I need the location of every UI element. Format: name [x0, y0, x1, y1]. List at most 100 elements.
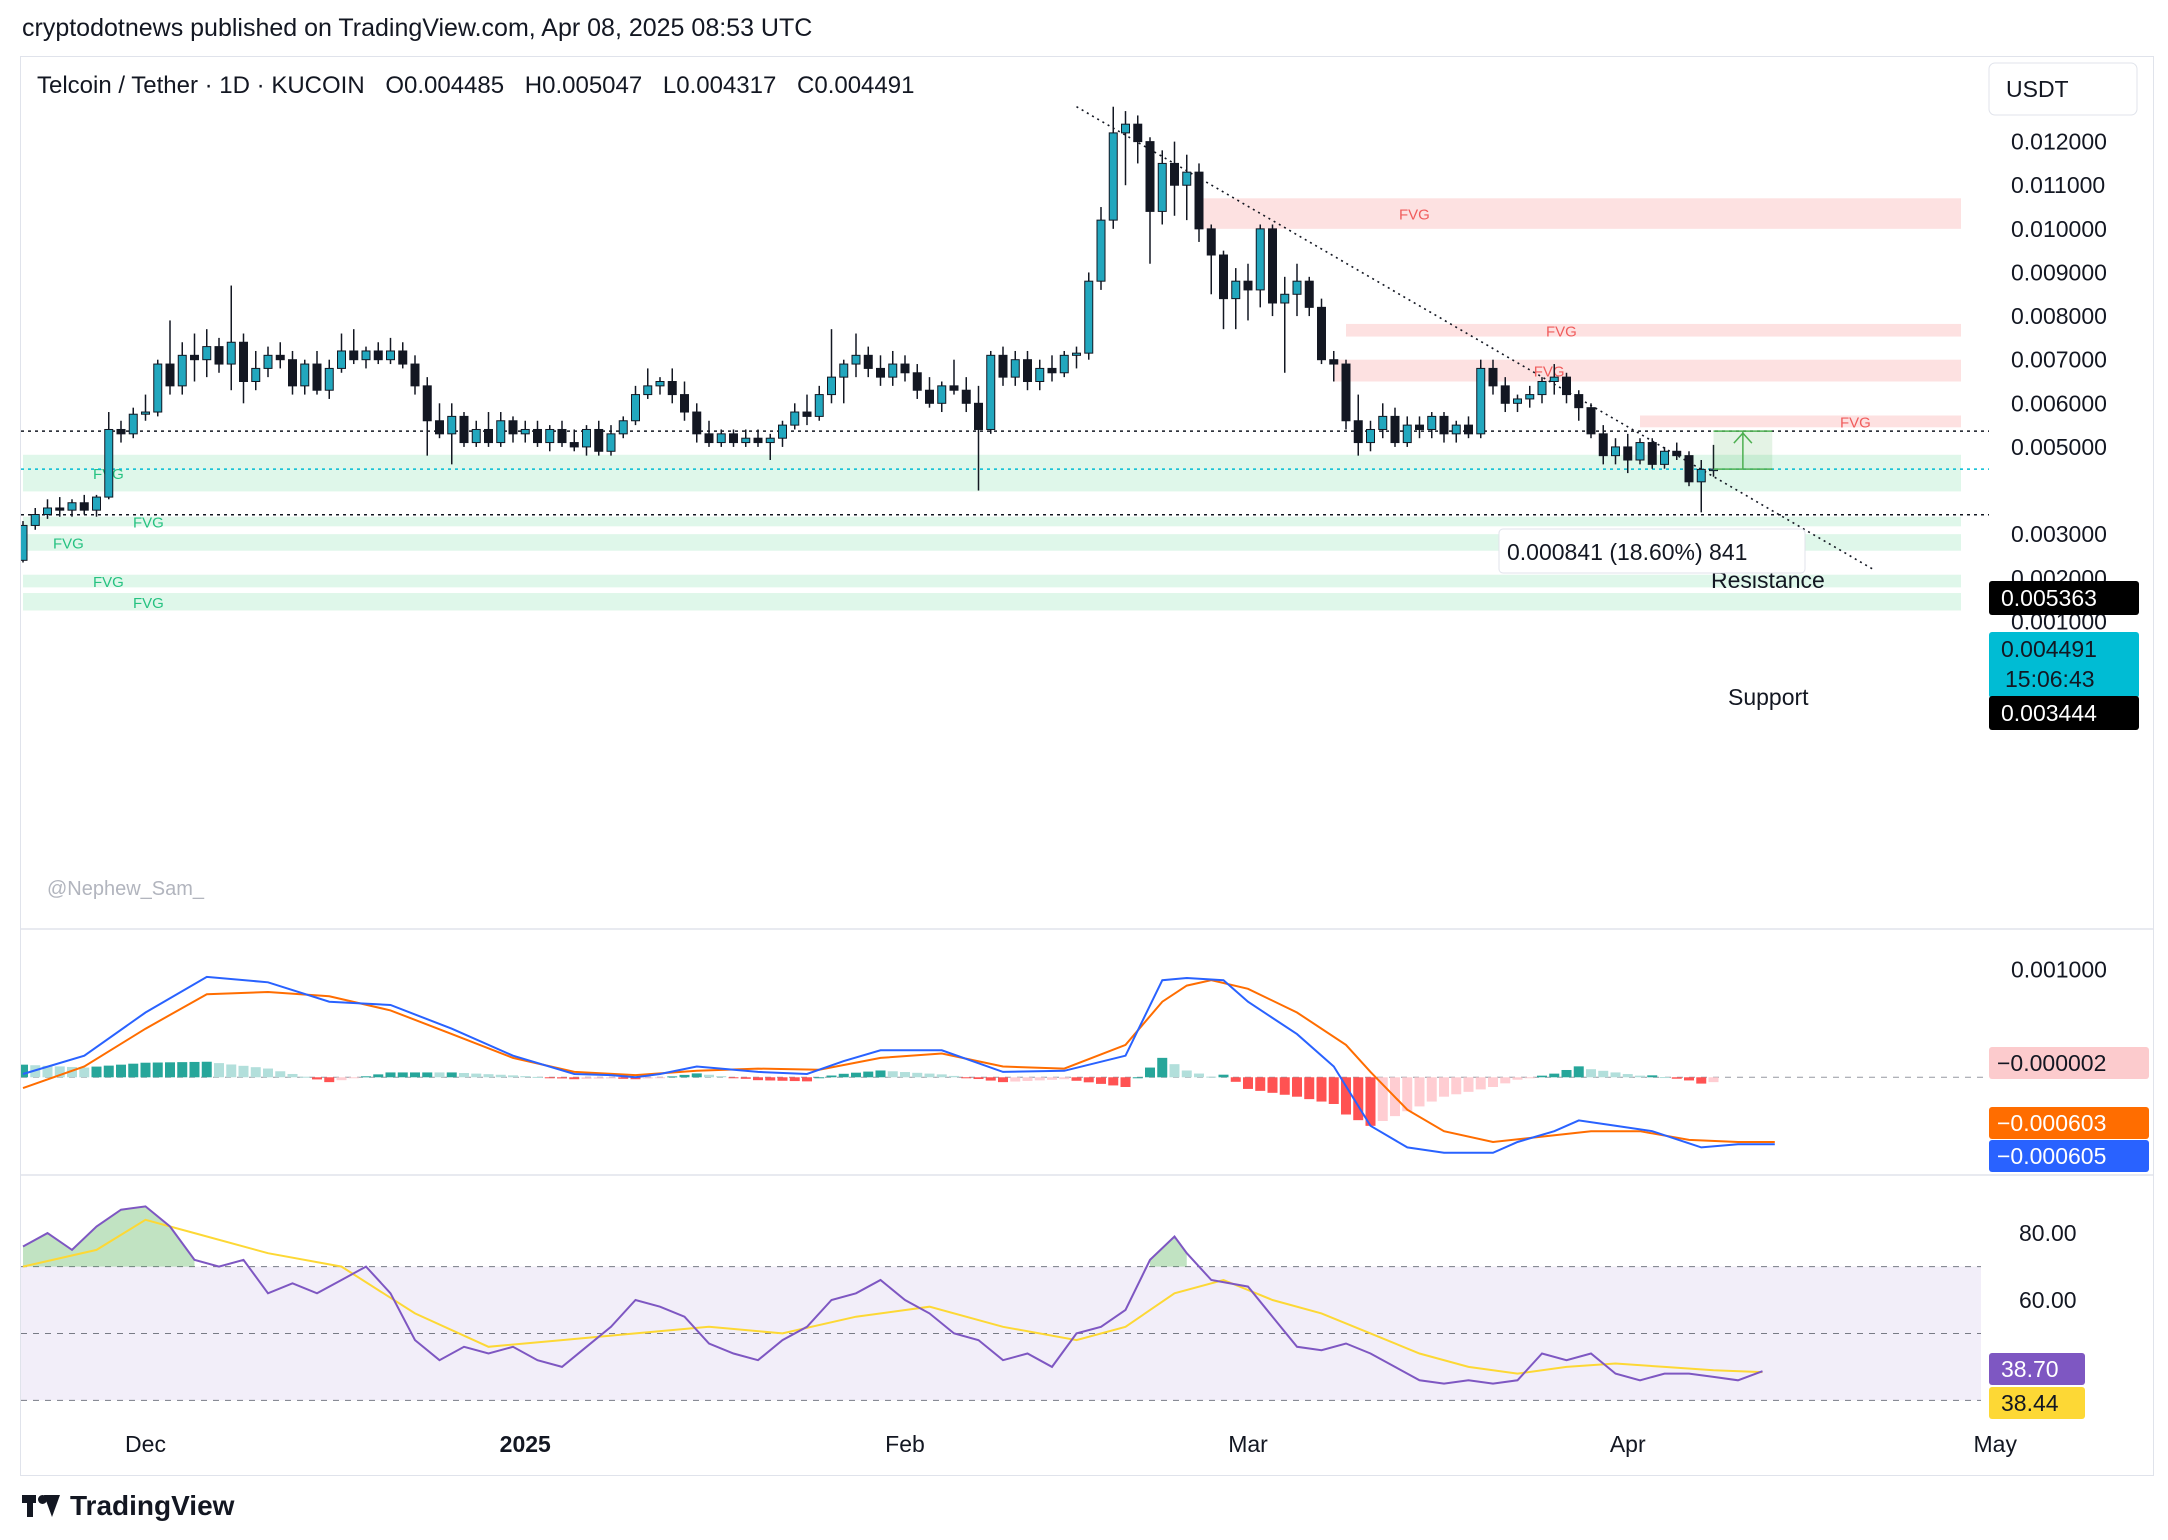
- macd-hist-bar-90: [1120, 1077, 1131, 1087]
- candle-body-128: [1586, 407, 1596, 435]
- candle-body-79: [986, 354, 996, 430]
- macd-hist-bar-16: [214, 1063, 224, 1078]
- price-tick-8: 0.005000: [2011, 434, 2107, 460]
- last-price-label: [1989, 632, 2139, 698]
- macd-hist-bar-68: [851, 1072, 861, 1078]
- watermark: @Nephew_Sam_: [47, 878, 205, 900]
- rsi-ma-label: [1989, 1387, 2085, 1419]
- candle-body-101: [1255, 228, 1265, 291]
- macd-axis-tick: 0.001000: [2011, 956, 2107, 982]
- candle-body-3: [55, 507, 65, 511]
- candle-body-130: [1611, 446, 1620, 457]
- candle-body-113: [1402, 424, 1412, 444]
- candle-body-18: [239, 341, 248, 382]
- price-tick-2: 0.011000: [2011, 172, 2105, 198]
- candle-body-88: [1096, 219, 1106, 282]
- macd-hist-bar-133: [1647, 1075, 1658, 1078]
- candle-body-66: [827, 376, 836, 396]
- legend-open: O0.004485: [385, 72, 504, 99]
- candle-body-83: [1035, 367, 1045, 382]
- candle-body-38: [484, 428, 493, 444]
- price-tick-1: 0.012000: [2011, 129, 2107, 155]
- candle-body-36: [459, 415, 469, 444]
- candle-body-33: [422, 385, 432, 422]
- macd-signal-text: −0.000603: [1997, 1110, 2106, 1136]
- candle-body-127: [1574, 394, 1584, 409]
- macd-hist-bar-42: [532, 1076, 543, 1078]
- macd-hist-bar-54: [679, 1074, 690, 1078]
- macd-hist-bar-8: [116, 1064, 126, 1078]
- candle-body-90: [1121, 123, 1130, 134]
- candle-body-68: [851, 354, 861, 365]
- macd-hist-bar-93: [1157, 1057, 1168, 1078]
- macd-hist-bar-35: [446, 1072, 457, 1078]
- macd-hist-bar-65: [814, 1077, 825, 1079]
- macd-hist-text: −0.000002: [1997, 1050, 2106, 1076]
- legend-low: L0.004317: [663, 72, 776, 99]
- chart[interactable]: FVGFVGFVGFVGFVGFVGFVGFVGFVG 0.001000 80.…: [21, 57, 2153, 1475]
- measure-box: [1498, 528, 1806, 574]
- macd-hist-bar-130: [1610, 1072, 1621, 1078]
- macd-hist-bar-40: [508, 1075, 518, 1078]
- macd-hist-bar-114: [1414, 1077, 1425, 1107]
- macd-hist-bar-28: [361, 1076, 371, 1078]
- macd-hist-bar-98: [1218, 1074, 1229, 1078]
- chart-frame: FVGFVGFVGFVGFVGFVGFVGFVGFVG 0.001000 80.…: [20, 56, 2154, 1476]
- macd-hist-bar-41: [520, 1076, 531, 1078]
- candle-body-9: [128, 413, 138, 435]
- candle-body-86: [1072, 352, 1081, 356]
- fvg-zone-6: [23, 534, 1961, 551]
- candle-body-12: [165, 363, 175, 387]
- fvg-label-7: FVG: [93, 574, 124, 591]
- time-tick-4: Apr: [1610, 1431, 1646, 1457]
- candle-body-70: [876, 367, 885, 378]
- candle-body-94: [1170, 162, 1179, 186]
- macd-hist-bar-134: [1659, 1077, 1670, 1079]
- rsi-axis-tick-1: 60.00: [2019, 1287, 2077, 1313]
- candle-body-53: [667, 381, 677, 396]
- macd-hist-bar-105: [1304, 1077, 1315, 1100]
- candle-body-48: [606, 433, 616, 452]
- macd-hist-bar-75: [936, 1074, 947, 1078]
- currency-button[interactable]: [1988, 62, 2138, 116]
- macd-hist-bar-25: [324, 1077, 335, 1083]
- rsi-value-label: [1989, 1353, 2085, 1385]
- macd-hist-bar-89: [1108, 1077, 1119, 1086]
- candle-body-89: [1108, 132, 1118, 221]
- candle-body-11: [153, 363, 163, 413]
- macd-hist-bar-107: [1328, 1077, 1339, 1104]
- candle-body-102: [1268, 228, 1277, 304]
- macd-hist-bar-53: [667, 1076, 678, 1078]
- macd-hist-bar-23: [299, 1076, 310, 1078]
- candle-body-46: [582, 428, 591, 448]
- macd-hist-bar-113: [1402, 1077, 1413, 1112]
- candle-body-20: [263, 354, 273, 369]
- resistance-price-label: [1989, 581, 2139, 615]
- time-tick-1: 2025: [500, 1431, 551, 1457]
- macd-hist-bar-109: [1353, 1077, 1364, 1121]
- candle-body-51: [643, 385, 653, 396]
- macd-hist-bar-34: [434, 1072, 445, 1078]
- macd-hist-bar-10: [140, 1062, 151, 1078]
- candle-body-19: [251, 367, 261, 382]
- macd-hist-bar-4: [67, 1066, 77, 1078]
- macd-hist-bar-94: [1169, 1064, 1180, 1078]
- legend: Telcoin / Tether · 1D · KUCOIN O0.004485…: [37, 72, 914, 99]
- candle-body-116: [1439, 415, 1449, 435]
- macd-hist-bar-9: [128, 1063, 139, 1078]
- candle-body-123: [1525, 394, 1535, 400]
- price-tick-7: 0.006000: [2011, 390, 2107, 416]
- candle-body-28: [361, 350, 371, 361]
- macd-hist-bar-80: [998, 1077, 1008, 1083]
- macd-hist-bar-58: [728, 1077, 739, 1079]
- legend-high: H0.005047: [525, 72, 642, 99]
- fvg-zone-0: [1199, 198, 1961, 229]
- fvg-zone-2: [1333, 359, 1961, 382]
- candle-body-87: [1084, 280, 1094, 354]
- macd-hist-bar-81: [1010, 1077, 1021, 1082]
- footer-brand: TradingView: [70, 1490, 235, 1521]
- candle-body-50: [631, 394, 640, 422]
- macd-hist-bar-37: [471, 1073, 482, 1078]
- macd-hist-bar-117: [1451, 1077, 1462, 1095]
- macd-hist-bar-82: [1022, 1077, 1033, 1081]
